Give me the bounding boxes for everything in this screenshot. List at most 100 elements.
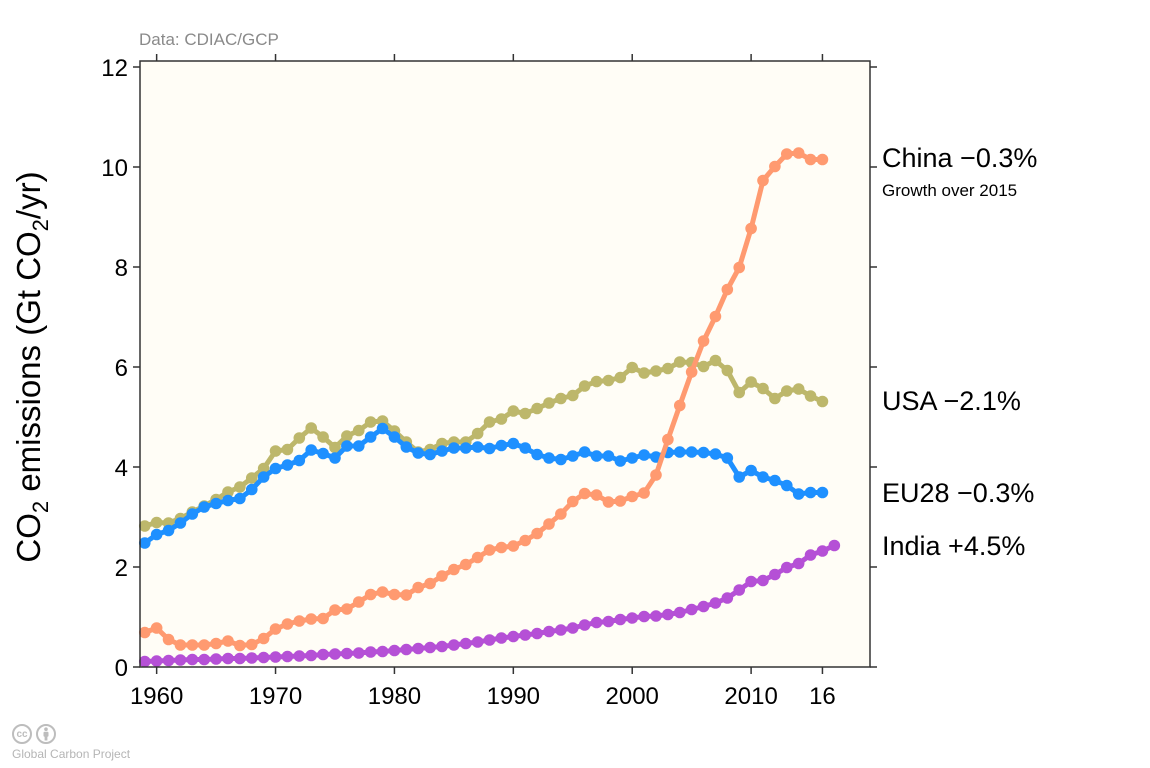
data-point-eu28 [352, 440, 365, 452]
data-point-india [543, 625, 555, 638]
data-point-china [412, 581, 425, 594]
data-point-india [174, 654, 187, 666]
data-point-china [471, 551, 484, 564]
data-point-india [412, 642, 425, 655]
data-point-usa [626, 361, 639, 374]
data-point-china [721, 283, 734, 296]
data-point-india [329, 648, 341, 660]
data-point-usa [269, 445, 282, 457]
data-point-eu28 [400, 441, 413, 453]
y-axis: 0 2 4 6 8 10 12 [101, 55, 877, 682]
y-tick-label: 4 [115, 455, 128, 482]
data-point-china [293, 615, 306, 627]
data-point-china [388, 588, 401, 601]
data-point-usa [697, 360, 710, 373]
data-point-india [566, 622, 579, 634]
data-point-usa [483, 416, 496, 428]
legend-label-eu28: EU28 −0.3% [882, 478, 1035, 508]
data-point-usa [317, 431, 329, 443]
data-point-india [186, 653, 199, 666]
data-point-india [638, 610, 650, 623]
legend-label-india: India +4.5% [882, 531, 1026, 561]
data-point-eu28 [638, 449, 650, 461]
data-point-india [745, 575, 757, 588]
data-point-eu28 [424, 448, 436, 461]
data-point-china [673, 399, 686, 412]
data-point-india [341, 647, 353, 660]
data-point-china [816, 153, 829, 166]
attribution-icon [36, 724, 56, 744]
data-point-india [364, 646, 377, 658]
data-point-china [376, 586, 389, 598]
data-point-usa [566, 389, 579, 402]
data-point-usa [662, 362, 674, 375]
data-point-china [352, 596, 365, 608]
data-point-india [685, 603, 698, 616]
data-point-usa [792, 383, 805, 395]
data-point-usa [638, 367, 650, 379]
data-point-eu28 [341, 440, 353, 452]
data-point-eu28 [745, 464, 757, 477]
data-point-eu28 [364, 431, 377, 443]
data-point-usa [531, 402, 543, 415]
data-point-india [305, 649, 318, 662]
data-point-usa [234, 481, 246, 493]
data-point-eu28 [436, 445, 448, 457]
data-point-eu28 [269, 462, 282, 475]
data-point-china [198, 639, 211, 651]
data-point-eu28 [495, 439, 508, 452]
data-point-india [138, 655, 151, 668]
legend-label-usa: USA −2.1% [882, 386, 1021, 416]
x-tick-label: 16 [809, 683, 836, 710]
data-point-india [352, 647, 365, 659]
data-point-eu28 [507, 437, 520, 450]
data-point-usa [495, 413, 508, 425]
data-point-india [590, 616, 603, 629]
data-point-eu28 [471, 441, 484, 453]
series-line-usa [144, 358, 824, 529]
data-point-usa [341, 430, 353, 442]
data-point-china [697, 335, 710, 347]
data-point-india [578, 619, 591, 631]
data-point-china [234, 639, 246, 652]
data-point-eu28 [602, 450, 615, 462]
data-point-china [448, 563, 460, 576]
data-point-china [459, 558, 472, 571]
data-point-eu28 [757, 471, 769, 483]
plot-frame [139, 60, 871, 668]
data-point-china [341, 603, 353, 615]
data-point-india [210, 653, 222, 665]
data-point-eu28 [519, 442, 532, 454]
data-point-india [769, 568, 781, 581]
data-point-eu28 [780, 479, 793, 492]
data-point-india [471, 636, 484, 648]
data-point-china [329, 604, 341, 616]
cc-icon: cc [12, 724, 32, 744]
data-point-india [245, 652, 258, 664]
data-point-china [662, 433, 674, 446]
data-point-eu28 [566, 450, 579, 462]
data-point-eu28 [448, 442, 460, 454]
data-point-china [531, 527, 543, 540]
data-point-india [222, 652, 234, 665]
data-point-eu28 [329, 452, 341, 464]
data-point-china [138, 626, 151, 639]
data-point-eu28 [257, 471, 270, 483]
data-point-india [150, 655, 163, 667]
data-point-eu28 [590, 450, 603, 462]
data-point-usa [757, 382, 769, 395]
data-point-eu28 [483, 442, 496, 455]
data-point-eu28 [138, 537, 151, 549]
data-point-china [317, 612, 329, 625]
data-point-india [424, 641, 436, 654]
data-point-china [626, 490, 639, 503]
data-point-india [269, 651, 282, 663]
data-point-india [519, 629, 532, 641]
data-point-eu28 [685, 446, 698, 458]
data-point-usa [578, 380, 591, 392]
data-point-usa [614, 371, 627, 384]
data-point-usa [257, 462, 270, 475]
series-layer [138, 147, 841, 668]
legend-label-china: China −0.3% [882, 143, 1038, 173]
